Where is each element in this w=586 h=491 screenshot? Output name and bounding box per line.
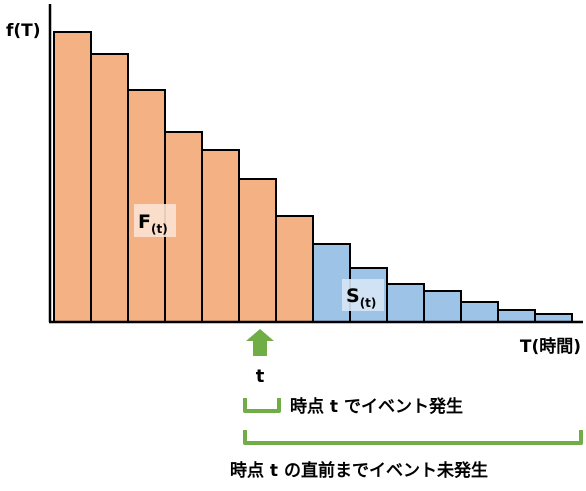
x-axis-label: T(時間) [520, 336, 581, 357]
survival-label-background [342, 279, 384, 311]
bar-after-t [460, 301, 499, 323]
cdf-label-background [134, 204, 176, 237]
no-event-label: 時点 t の直前までイベント未発生 [230, 460, 488, 481]
event-occurrence-label: 時点 t でイベント発生 [290, 396, 463, 417]
bar-before-t [238, 178, 277, 323]
bar-before-t [201, 149, 240, 323]
long-bracket [243, 430, 583, 445]
bar-before-t [90, 53, 129, 323]
histogram-bars [53, 31, 573, 323]
bar-after-t [386, 283, 425, 323]
short-bracket [243, 398, 281, 413]
up-arrow-icon [246, 329, 274, 356]
y-axis-label: f(T) [6, 21, 41, 41]
survival-label-sub: (t) [360, 296, 377, 310]
time-point-label: t [256, 366, 265, 387]
cdf-label: F(t) [138, 211, 168, 236]
bar-before-t [53, 31, 92, 323]
cdf-label-sub: (t) [151, 222, 168, 236]
bar-after-t [423, 290, 462, 323]
bar-after-t [497, 309, 536, 323]
survival-label-main: S [346, 285, 360, 307]
cdf-label-main: F [138, 211, 151, 233]
survival-label: S(t) [346, 285, 376, 310]
bar-before-t [275, 215, 314, 323]
